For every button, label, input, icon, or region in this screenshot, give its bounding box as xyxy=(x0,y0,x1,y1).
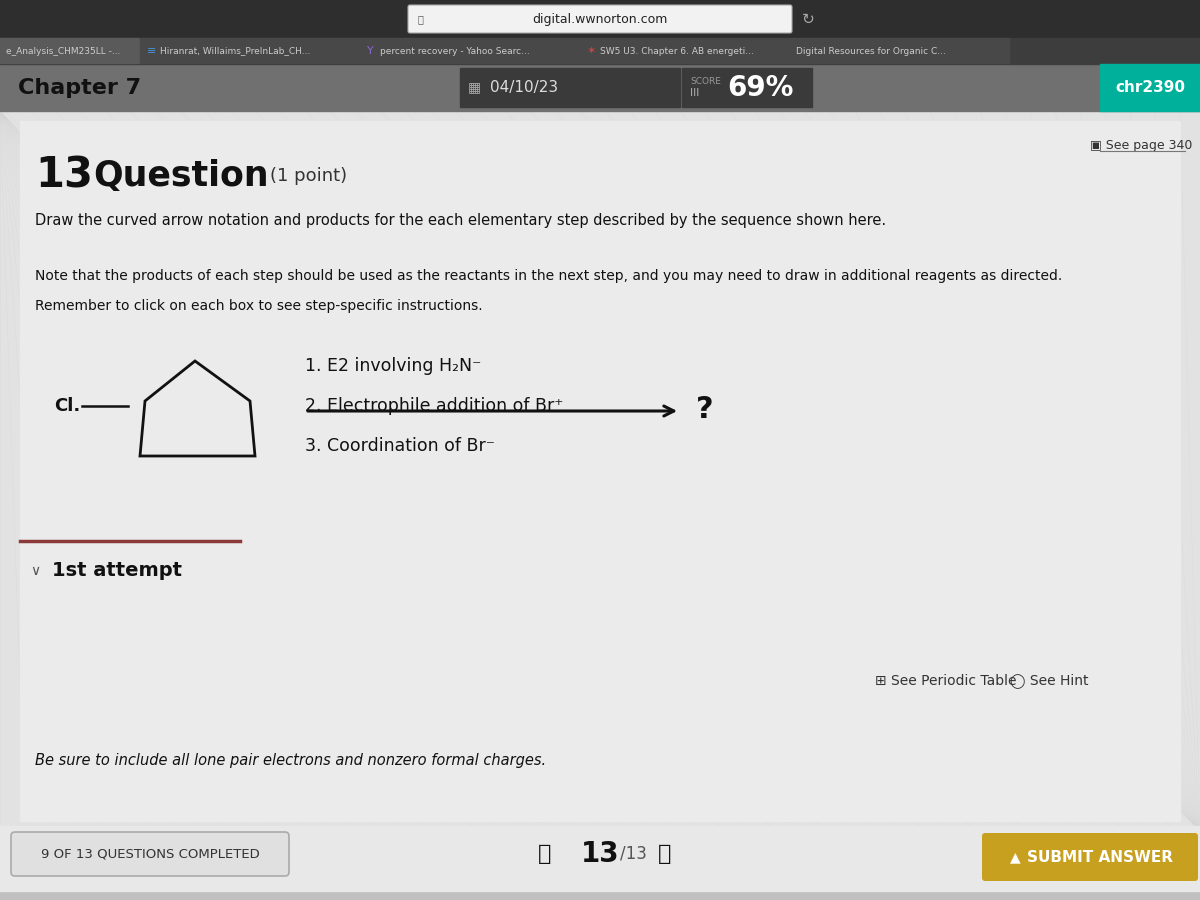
FancyBboxPatch shape xyxy=(408,5,792,33)
Text: 1st attempt: 1st attempt xyxy=(52,562,182,580)
Text: 3. Coordination of Br⁻: 3. Coordination of Br⁻ xyxy=(305,437,494,455)
Text: SCORE: SCORE xyxy=(690,77,721,86)
Bar xyxy=(0,38,1200,64)
Text: Remember to click on each box to see step-specific instructions.: Remember to click on each box to see ste… xyxy=(35,299,482,313)
Bar xyxy=(360,38,580,63)
Text: Be sure to include all lone pair electrons and nonzero formal charges.: Be sure to include all lone pair electro… xyxy=(35,753,546,769)
Text: 1. E2 involving H₂N⁻: 1. E2 involving H₂N⁻ xyxy=(305,357,481,375)
Bar xyxy=(580,38,790,63)
Text: 69%: 69% xyxy=(727,74,793,102)
Text: ▲: ▲ xyxy=(1010,850,1021,864)
Text: e_Analysis_CHM235LL -...: e_Analysis_CHM235LL -... xyxy=(6,47,120,56)
Text: Y: Y xyxy=(367,46,373,56)
Text: ✶: ✶ xyxy=(587,46,596,56)
Text: ▣ See page 340: ▣ See page 340 xyxy=(1090,140,1193,152)
Text: 04/10/23: 04/10/23 xyxy=(490,80,558,95)
Text: 〉: 〉 xyxy=(659,844,672,864)
Text: ◯ See Hint: ◯ See Hint xyxy=(1010,673,1088,689)
Text: 🔒: 🔒 xyxy=(418,14,424,24)
Text: chr2390: chr2390 xyxy=(1115,80,1186,95)
Text: Chapter 7: Chapter 7 xyxy=(18,77,142,97)
Text: percent recovery - Yahoo Searc...: percent recovery - Yahoo Searc... xyxy=(380,47,529,56)
Bar xyxy=(460,68,680,107)
Text: ?: ? xyxy=(696,394,714,424)
FancyBboxPatch shape xyxy=(982,833,1198,881)
Text: ∨: ∨ xyxy=(30,564,40,578)
Text: Draw the curved arrow notation and products for the each elementary step describ: Draw the curved arrow notation and produ… xyxy=(35,213,886,229)
Text: Note that the products of each step should be used as the reactants in the next : Note that the products of each step shou… xyxy=(35,269,1062,283)
Bar xyxy=(0,111,1200,831)
Text: ⊞ See Periodic Table: ⊞ See Periodic Table xyxy=(875,674,1016,688)
Text: Question: Question xyxy=(94,159,269,193)
Text: lll: lll xyxy=(690,88,700,98)
Text: 13: 13 xyxy=(35,155,94,197)
Text: (1 point): (1 point) xyxy=(270,167,347,185)
Bar xyxy=(0,64,1200,111)
Text: ≡: ≡ xyxy=(148,46,156,56)
Text: Hiranrat, Willaims_PreInLab_CH...: Hiranrat, Willaims_PreInLab_CH... xyxy=(160,47,311,56)
Bar xyxy=(0,38,139,63)
FancyBboxPatch shape xyxy=(11,832,289,876)
Text: 〈: 〈 xyxy=(539,844,552,864)
Bar xyxy=(1100,64,1200,111)
Text: Cl.: Cl. xyxy=(54,397,80,415)
Text: ↻: ↻ xyxy=(802,12,815,26)
Bar xyxy=(140,38,359,63)
Bar xyxy=(790,38,1009,63)
Text: digital.wwnorton.com: digital.wwnorton.com xyxy=(533,13,667,25)
Text: Digital Resources for Organic C...: Digital Resources for Organic C... xyxy=(796,47,946,56)
Text: SW5 U3. Chapter 6. AB energeti...: SW5 U3. Chapter 6. AB energeti... xyxy=(600,47,754,56)
Bar xyxy=(0,0,1200,38)
Text: 9 OF 13 QUESTIONS COMPLETED: 9 OF 13 QUESTIONS COMPLETED xyxy=(41,848,259,860)
Text: SUBMIT ANSWER: SUBMIT ANSWER xyxy=(1027,850,1174,865)
Bar xyxy=(0,826,1200,891)
Text: 2. Electrophile addition of Br⁺: 2. Electrophile addition of Br⁺ xyxy=(305,397,563,415)
Text: ▦: ▦ xyxy=(468,80,481,94)
Bar xyxy=(20,121,1180,821)
Text: 13: 13 xyxy=(581,840,619,868)
Text: /13: /13 xyxy=(620,845,647,863)
Bar xyxy=(682,68,812,107)
